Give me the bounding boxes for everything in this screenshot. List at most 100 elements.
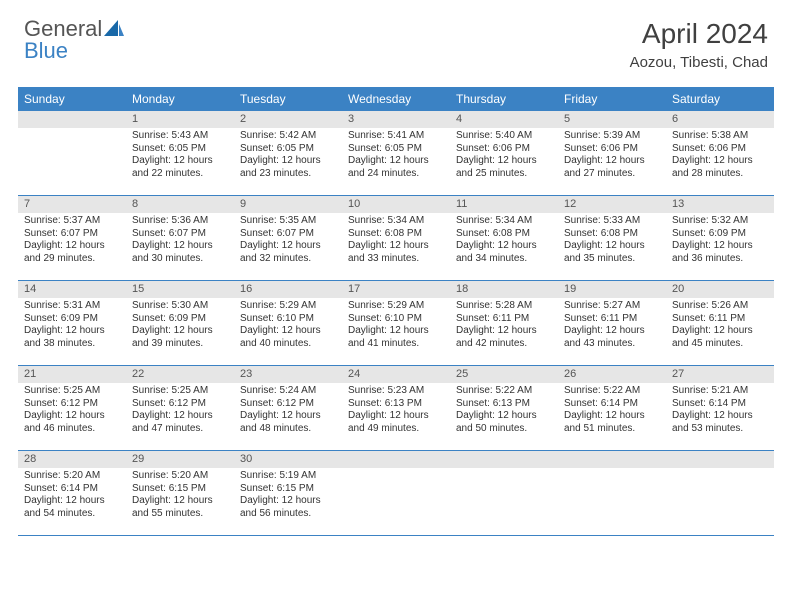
sunset-text: Sunset: 6:06 PM [672,143,768,156]
logo-sail-icon [104,20,124,36]
sunset-text: Sunset: 6:05 PM [348,143,444,156]
sunrise-text: Sunrise: 5:20 AM [132,470,228,483]
daylight-text: Daylight: 12 hours and 43 minutes. [564,325,660,350]
day-cell: 22Sunrise: 5:25 AMSunset: 6:12 PMDayligh… [126,366,234,450]
day-cell: 5Sunrise: 5:39 AMSunset: 6:06 PMDaylight… [558,111,666,195]
sunrise-text: Sunrise: 5:27 AM [564,300,660,313]
sunset-text: Sunset: 6:09 PM [24,313,120,326]
day-body: Sunrise: 5:25 AMSunset: 6:12 PMDaylight:… [126,383,234,441]
day-body: Sunrise: 5:29 AMSunset: 6:10 PMDaylight:… [342,298,450,356]
sunset-text: Sunset: 6:08 PM [456,228,552,241]
day-body: Sunrise: 5:22 AMSunset: 6:13 PMDaylight:… [450,383,558,441]
daylight-text: Daylight: 12 hours and 55 minutes. [132,495,228,520]
day-body: Sunrise: 5:24 AMSunset: 6:12 PMDaylight:… [234,383,342,441]
day-cell: 9Sunrise: 5:35 AMSunset: 6:07 PMDaylight… [234,196,342,280]
sunrise-text: Sunrise: 5:39 AM [564,130,660,143]
day-cell [558,451,666,535]
sunset-text: Sunset: 6:12 PM [240,398,336,411]
day-cell: 27Sunrise: 5:21 AMSunset: 6:14 PMDayligh… [666,366,774,450]
day-cell [450,451,558,535]
daylight-text: Daylight: 12 hours and 41 minutes. [348,325,444,350]
day-number: 13 [666,196,774,213]
day-number: 11 [450,196,558,213]
day-cell: 7Sunrise: 5:37 AMSunset: 6:07 PMDaylight… [18,196,126,280]
day-number: 8 [126,196,234,213]
daylight-text: Daylight: 12 hours and 53 minutes. [672,410,768,435]
day-header-cell: Saturday [666,87,774,111]
day-cell: 17Sunrise: 5:29 AMSunset: 6:10 PMDayligh… [342,281,450,365]
sunset-text: Sunset: 6:12 PM [132,398,228,411]
day-body: Sunrise: 5:28 AMSunset: 6:11 PMDaylight:… [450,298,558,356]
daylight-text: Daylight: 12 hours and 25 minutes. [456,155,552,180]
sunrise-text: Sunrise: 5:31 AM [24,300,120,313]
sunrise-text: Sunrise: 5:35 AM [240,215,336,228]
day-cell: 30Sunrise: 5:19 AMSunset: 6:15 PMDayligh… [234,451,342,535]
daylight-text: Daylight: 12 hours and 22 minutes. [132,155,228,180]
day-number [450,451,558,468]
sunset-text: Sunset: 6:11 PM [564,313,660,326]
day-body: Sunrise: 5:37 AMSunset: 6:07 PMDaylight:… [18,213,126,271]
sunrise-text: Sunrise: 5:34 AM [348,215,444,228]
day-body: Sunrise: 5:35 AMSunset: 6:07 PMDaylight:… [234,213,342,271]
day-cell: 10Sunrise: 5:34 AMSunset: 6:08 PMDayligh… [342,196,450,280]
day-cell: 23Sunrise: 5:24 AMSunset: 6:12 PMDayligh… [234,366,342,450]
logo: General Blue [24,18,124,62]
day-header-cell: Friday [558,87,666,111]
sunrise-text: Sunrise: 5:42 AM [240,130,336,143]
day-cell: 13Sunrise: 5:32 AMSunset: 6:09 PMDayligh… [666,196,774,280]
day-number: 30 [234,451,342,468]
sunset-text: Sunset: 6:05 PM [240,143,336,156]
sunset-text: Sunset: 6:14 PM [24,483,120,496]
daylight-text: Daylight: 12 hours and 56 minutes. [240,495,336,520]
day-number: 15 [126,281,234,298]
day-cell: 19Sunrise: 5:27 AMSunset: 6:11 PMDayligh… [558,281,666,365]
day-header-cell: Monday [126,87,234,111]
day-cell: 3Sunrise: 5:41 AMSunset: 6:05 PMDaylight… [342,111,450,195]
day-body: Sunrise: 5:29 AMSunset: 6:10 PMDaylight:… [234,298,342,356]
sunrise-text: Sunrise: 5:37 AM [24,215,120,228]
daylight-text: Daylight: 12 hours and 54 minutes. [24,495,120,520]
daylight-text: Daylight: 12 hours and 30 minutes. [132,240,228,265]
sunrise-text: Sunrise: 5:32 AM [672,215,768,228]
sunset-text: Sunset: 6:12 PM [24,398,120,411]
day-body: Sunrise: 5:22 AMSunset: 6:14 PMDaylight:… [558,383,666,441]
day-number: 24 [342,366,450,383]
day-cell: 15Sunrise: 5:30 AMSunset: 6:09 PMDayligh… [126,281,234,365]
week-row: 7Sunrise: 5:37 AMSunset: 6:07 PMDaylight… [18,196,774,281]
day-body: Sunrise: 5:31 AMSunset: 6:09 PMDaylight:… [18,298,126,356]
day-body: Sunrise: 5:21 AMSunset: 6:14 PMDaylight:… [666,383,774,441]
sunset-text: Sunset: 6:05 PM [132,143,228,156]
day-number [666,451,774,468]
daylight-text: Daylight: 12 hours and 35 minutes. [564,240,660,265]
header: General Blue April 2024 Aozou, Tibesti, … [0,0,792,79]
day-body: Sunrise: 5:32 AMSunset: 6:09 PMDaylight:… [666,213,774,271]
day-cell: 28Sunrise: 5:20 AMSunset: 6:14 PMDayligh… [18,451,126,535]
day-number [342,451,450,468]
day-cell: 4Sunrise: 5:40 AMSunset: 6:06 PMDaylight… [450,111,558,195]
daylight-text: Daylight: 12 hours and 32 minutes. [240,240,336,265]
daylight-text: Daylight: 12 hours and 48 minutes. [240,410,336,435]
day-cell [18,111,126,195]
sunset-text: Sunset: 6:14 PM [564,398,660,411]
day-header-cell: Tuesday [234,87,342,111]
day-cell: 25Sunrise: 5:22 AMSunset: 6:13 PMDayligh… [450,366,558,450]
day-number: 26 [558,366,666,383]
day-body: Sunrise: 5:36 AMSunset: 6:07 PMDaylight:… [126,213,234,271]
day-header-cell: Sunday [18,87,126,111]
sunrise-text: Sunrise: 5:21 AM [672,385,768,398]
sunrise-text: Sunrise: 5:36 AM [132,215,228,228]
calendar: SundayMondayTuesdayWednesdayThursdayFrid… [18,87,774,536]
day-number: 6 [666,111,774,128]
sunset-text: Sunset: 6:06 PM [564,143,660,156]
sunrise-text: Sunrise: 5:29 AM [240,300,336,313]
daylight-text: Daylight: 12 hours and 33 minutes. [348,240,444,265]
week-row: 21Sunrise: 5:25 AMSunset: 6:12 PMDayligh… [18,366,774,451]
week-row: 28Sunrise: 5:20 AMSunset: 6:14 PMDayligh… [18,451,774,536]
day-number: 22 [126,366,234,383]
daylight-text: Daylight: 12 hours and 49 minutes. [348,410,444,435]
day-cell: 12Sunrise: 5:33 AMSunset: 6:08 PMDayligh… [558,196,666,280]
day-number: 5 [558,111,666,128]
day-number: 25 [450,366,558,383]
sunrise-text: Sunrise: 5:40 AM [456,130,552,143]
day-number: 20 [666,281,774,298]
